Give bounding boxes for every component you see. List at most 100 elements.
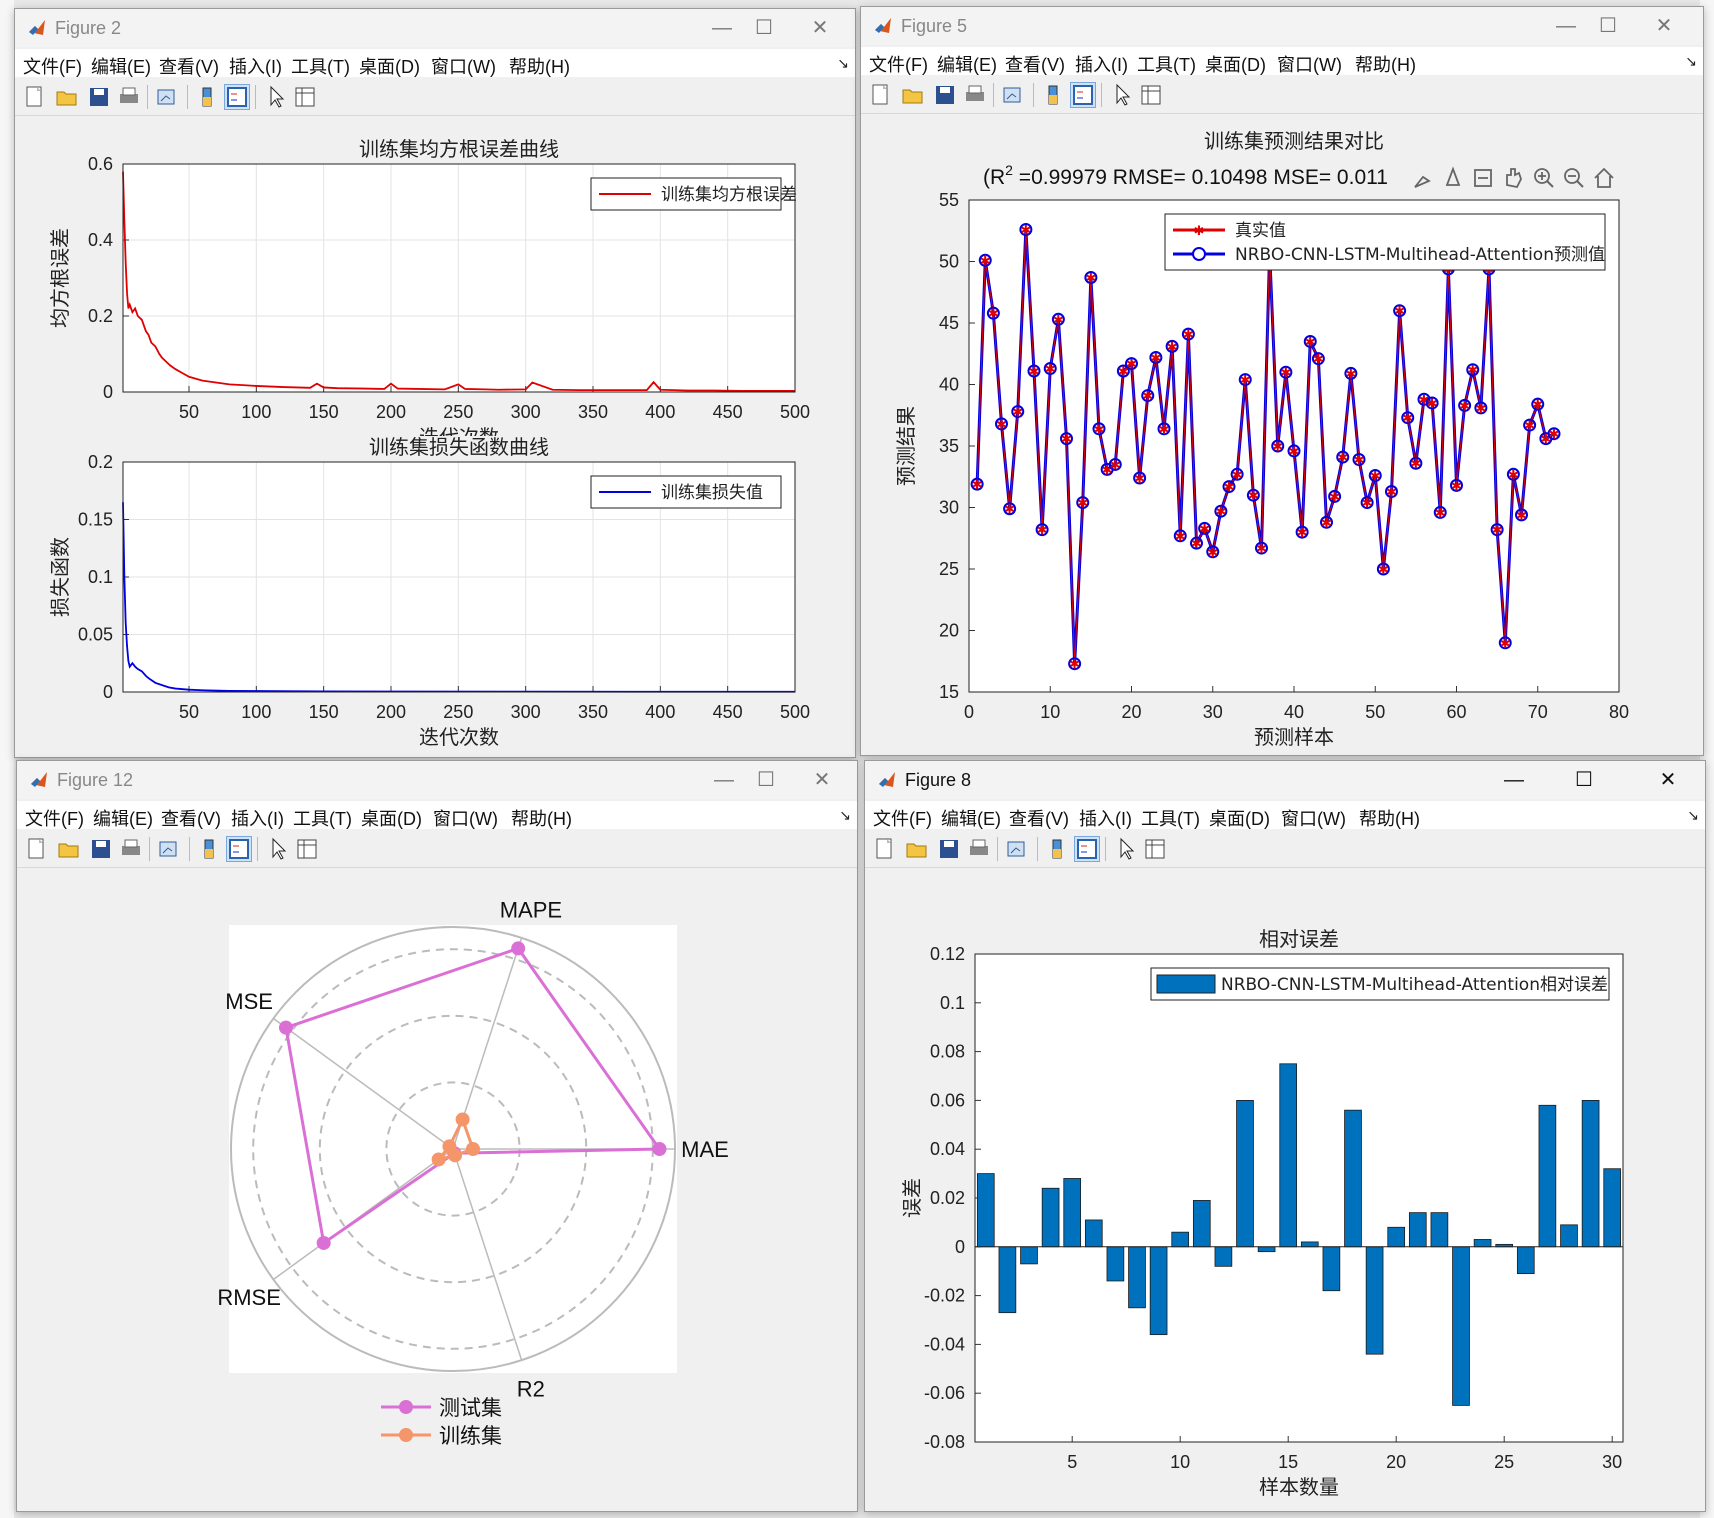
- property-inspector-icon[interactable]: [293, 85, 317, 109]
- menu-overflow-icon[interactable]: ↘: [837, 55, 849, 71]
- menu-overflow-icon[interactable]: ↘: [1687, 807, 1699, 823]
- legend-box[interactable]: [1164, 213, 1606, 271]
- pointer-icon[interactable]: [1111, 83, 1135, 107]
- colorbar-icon[interactable]: [197, 837, 221, 861]
- colorbar-icon[interactable]: [1041, 83, 1065, 107]
- close-button[interactable]: ✕: [1655, 15, 1673, 37]
- menu-item-0[interactable]: 文件(F): [869, 55, 928, 75]
- maximize-button[interactable]: ☐: [757, 769, 775, 791]
- menu-item-4[interactable]: 工具(T): [1141, 809, 1200, 829]
- menu-overflow-icon[interactable]: ↘: [1685, 53, 1697, 69]
- menu-item-6[interactable]: 窗口(W): [1277, 55, 1342, 75]
- menu-item-5[interactable]: 桌面(D): [361, 809, 422, 829]
- new-figure-icon[interactable]: [25, 837, 49, 861]
- menu-item-7[interactable]: 帮助(H): [1355, 55, 1416, 75]
- minimize-button[interactable]: —: [714, 769, 734, 791]
- close-button[interactable]: ✕: [811, 17, 829, 39]
- title-bar[interactable]: Figure 5 — ☐ ✕: [861, 7, 1703, 45]
- colorbar-icon[interactable]: [1045, 837, 1069, 861]
- menu-item-6[interactable]: 窗口(W): [1281, 809, 1346, 829]
- zoom-in-icon[interactable]: [1534, 168, 1554, 188]
- save-icon[interactable]: [89, 837, 113, 861]
- menu-item-3[interactable]: 插入(I): [1079, 809, 1132, 829]
- save-icon[interactable]: [87, 85, 111, 109]
- menu-item-0[interactable]: 文件(F): [873, 809, 932, 829]
- link-figure-icon[interactable]: [155, 85, 179, 109]
- save-icon[interactable]: [937, 837, 961, 861]
- print-icon[interactable]: [963, 83, 987, 107]
- link-figure-icon[interactable]: [1005, 837, 1029, 861]
- new-figure-icon[interactable]: [873, 837, 897, 861]
- menu-item-2[interactable]: 查看(V): [1005, 55, 1065, 75]
- menu-item-1[interactable]: 编辑(E): [937, 55, 997, 75]
- legend-icon[interactable]: [224, 84, 250, 110]
- property-inspector-icon[interactable]: [1139, 83, 1163, 107]
- property-inspector-icon[interactable]: [295, 837, 319, 861]
- save-icon[interactable]: [933, 83, 957, 107]
- y-tick-label: 25: [939, 559, 959, 579]
- menu-item-3[interactable]: 插入(I): [229, 57, 282, 77]
- pointer-icon[interactable]: [1115, 837, 1139, 861]
- pointer-icon[interactable]: [265, 85, 289, 109]
- brush-icon[interactable]: [1414, 175, 1431, 188]
- menu-item-4[interactable]: 工具(T): [293, 809, 352, 829]
- menu-item-7[interactable]: 帮助(H): [511, 809, 572, 829]
- pan-icon[interactable]: [1506, 168, 1522, 189]
- menu-item-7[interactable]: 帮助(H): [1359, 809, 1420, 829]
- menu-item-3[interactable]: 插入(I): [231, 809, 284, 829]
- menu-item-6[interactable]: 窗口(W): [431, 57, 496, 77]
- minimize-button[interactable]: —: [1556, 15, 1576, 37]
- print-icon[interactable]: [967, 837, 991, 861]
- datatip-icon[interactable]: [1445, 166, 1461, 186]
- close-button[interactable]: ✕: [1659, 769, 1677, 791]
- open-file-icon[interactable]: [905, 837, 929, 861]
- link-figure-icon[interactable]: [157, 837, 181, 861]
- maximize-button[interactable]: ☐: [1575, 769, 1593, 791]
- print-icon[interactable]: [119, 837, 143, 861]
- title-bar[interactable]: Figure 2 — ☐ ✕: [15, 9, 855, 47]
- menu-item-1[interactable]: 编辑(E): [93, 809, 153, 829]
- maximize-button[interactable]: ☐: [755, 17, 773, 39]
- menu-item-0[interactable]: 文件(F): [23, 57, 82, 77]
- legend-icon[interactable]: [226, 836, 252, 862]
- menu-item-5[interactable]: 桌面(D): [1209, 809, 1270, 829]
- menu-item-4[interactable]: 工具(T): [291, 57, 350, 77]
- menu-item-0[interactable]: 文件(F): [25, 809, 84, 829]
- open-file-icon[interactable]: [55, 85, 79, 109]
- print-icon[interactable]: [117, 85, 141, 109]
- menu-item-2[interactable]: 查看(V): [161, 809, 221, 829]
- restore-view-icon[interactable]: [1474, 169, 1492, 187]
- legend-icon[interactable]: [1070, 82, 1096, 108]
- minimize-button[interactable]: —: [1504, 769, 1524, 791]
- menu-overflow-icon[interactable]: ↘: [839, 807, 851, 823]
- colorbar-icon[interactable]: [195, 85, 219, 109]
- menu-item-2[interactable]: 查看(V): [1009, 809, 1069, 829]
- menu-item-3[interactable]: 插入(I): [1075, 55, 1128, 75]
- open-file-icon[interactable]: [901, 83, 925, 107]
- legend-box[interactable]: [590, 475, 782, 509]
- title-bar[interactable]: Figure 12 — ☐ ✕: [17, 761, 857, 799]
- close-button[interactable]: ✕: [813, 769, 831, 791]
- new-figure-icon[interactable]: [869, 83, 893, 107]
- zoom-out-icon[interactable]: [1564, 168, 1584, 188]
- minimize-button[interactable]: —: [712, 17, 732, 39]
- legend-box[interactable]: [1150, 967, 1610, 1001]
- menu-item-7[interactable]: 帮助(H): [509, 57, 570, 77]
- menu-item-2[interactable]: 查看(V): [159, 57, 219, 77]
- menu-item-5[interactable]: 桌面(D): [1205, 55, 1266, 75]
- menu-item-1[interactable]: 编辑(E): [941, 809, 1001, 829]
- menu-item-5[interactable]: 桌面(D): [359, 57, 420, 77]
- pointer-icon[interactable]: [267, 837, 291, 861]
- menu-item-6[interactable]: 窗口(W): [433, 809, 498, 829]
- menu-item-1[interactable]: 编辑(E): [91, 57, 151, 77]
- menu-item-4[interactable]: 工具(T): [1137, 55, 1196, 75]
- maximize-button[interactable]: ☐: [1599, 15, 1617, 37]
- legend-icon[interactable]: [1074, 836, 1100, 862]
- link-figure-icon[interactable]: [1001, 83, 1025, 107]
- open-file-icon[interactable]: [57, 837, 81, 861]
- property-inspector-icon[interactable]: [1143, 837, 1167, 861]
- home-icon[interactable]: [1594, 167, 1614, 188]
- axes-toolbar[interactable]: [1414, 166, 1614, 189]
- title-bar[interactable]: Figure 8 — ☐ ✕: [865, 761, 1705, 799]
- new-figure-icon[interactable]: [23, 85, 47, 109]
